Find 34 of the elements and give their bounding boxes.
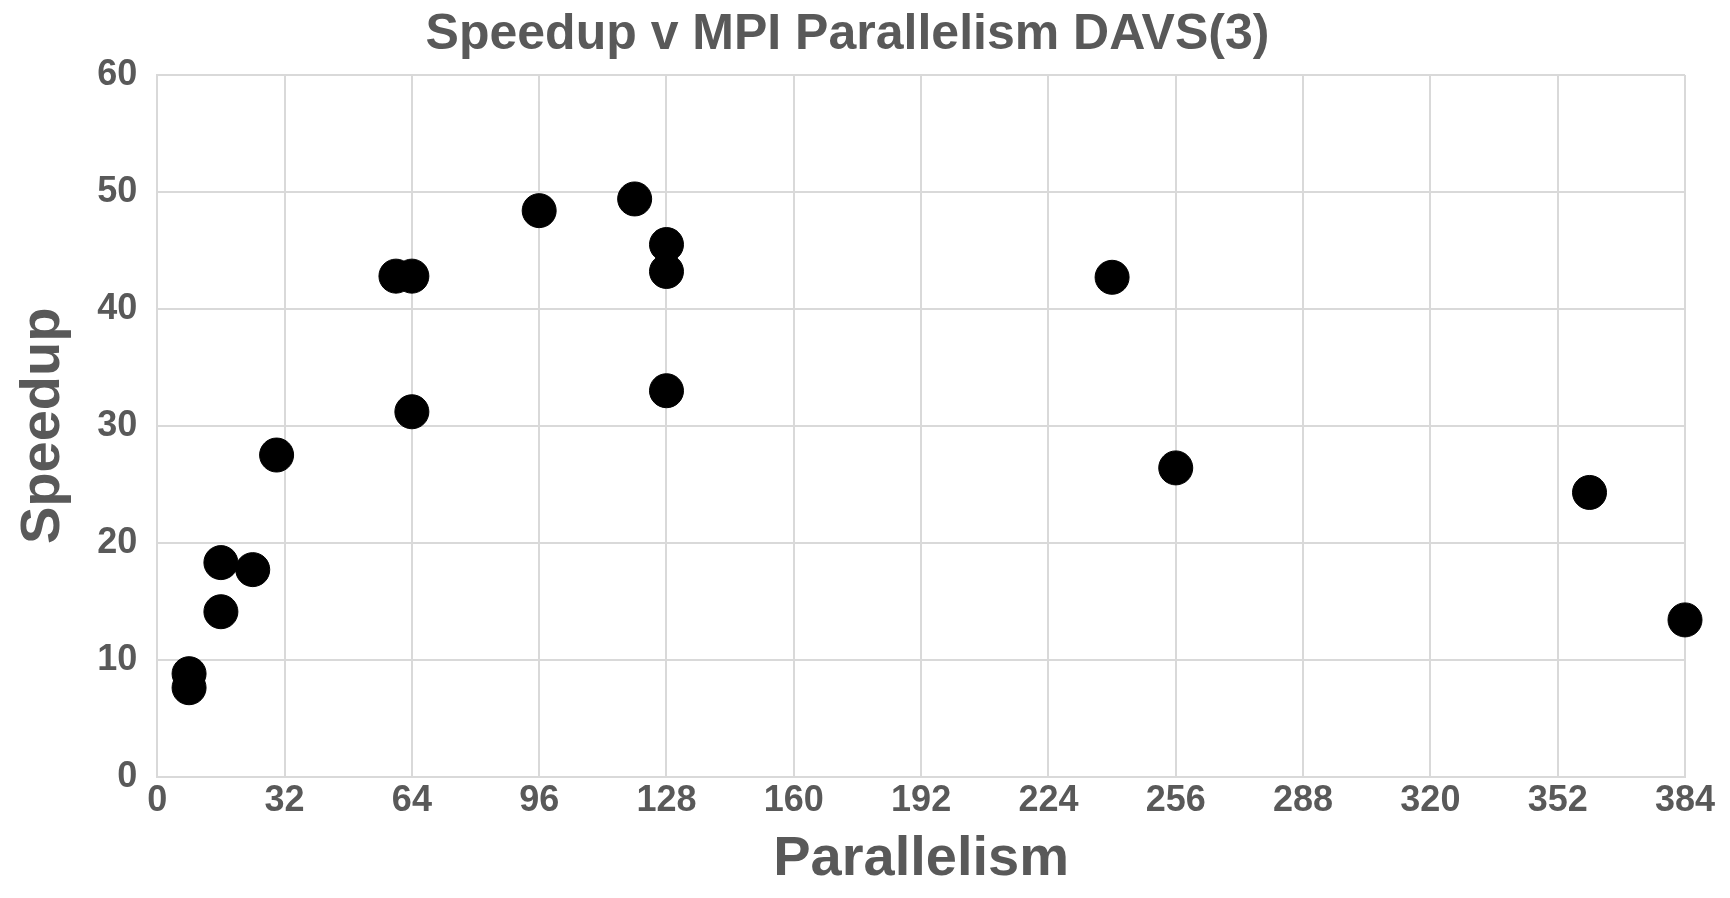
x-tick-label: 128 [636, 778, 697, 820]
point [521, 193, 557, 229]
point [259, 437, 295, 473]
point [235, 552, 271, 588]
x-tick-label: 160 [763, 778, 824, 820]
point [1667, 602, 1703, 638]
point [1158, 450, 1194, 486]
point [203, 594, 239, 630]
y-tick-label: 50 [97, 168, 138, 210]
x-axis-title: Parallelism [773, 823, 1069, 887]
x-tick-label: 384 [1654, 778, 1716, 820]
x-tick-label: 320 [1400, 778, 1461, 820]
y-axis-title: Speedup [8, 307, 72, 545]
x-tick-label: 0 [147, 778, 168, 820]
x-tick-label: 288 [1273, 778, 1334, 820]
point [649, 373, 684, 409]
y-tick-label: 30 [97, 402, 138, 444]
point [203, 545, 239, 581]
point [1094, 259, 1130, 295]
x-tick-label: 96 [519, 778, 560, 820]
point [1572, 474, 1608, 510]
x-tick-label: 64 [391, 778, 432, 820]
y-tick-label: 20 [97, 519, 138, 561]
point [617, 181, 653, 217]
chart-title: Speedup v MPI Parallelism DAVS(3) [425, 3, 1270, 60]
x-tick-label: 352 [1527, 778, 1588, 820]
x-tick-label: 32 [264, 778, 305, 820]
point [394, 394, 430, 430]
x-tick-label: 256 [1145, 778, 1206, 820]
y-tick-label: 60 [97, 51, 138, 93]
x-tick-label: 192 [891, 778, 952, 820]
x-tick-label: 224 [1018, 778, 1079, 820]
y-tick-label: 40 [97, 285, 138, 327]
y-tick-label: 10 [97, 636, 138, 678]
